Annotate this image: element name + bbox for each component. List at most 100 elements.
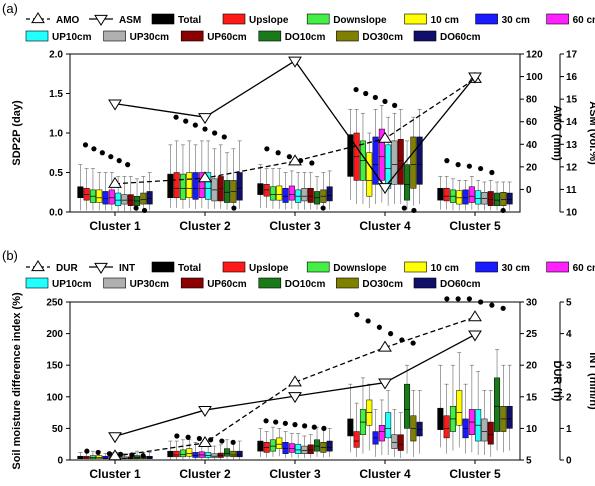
box (236, 440, 243, 460)
right-tick-label: 17 (566, 50, 578, 61)
outlier-point (489, 169, 495, 176)
x-tick-label: Cluster 3 (269, 219, 321, 233)
box-body (257, 440, 264, 452)
y-tick-label: 100 (46, 392, 63, 403)
box (224, 152, 231, 210)
box (468, 364, 475, 453)
triangle-down-marker (288, 56, 302, 68)
box (353, 402, 360, 457)
outlier-point (99, 150, 105, 156)
box-body (230, 450, 237, 458)
legend-label: DO60cm (440, 32, 481, 43)
outlier-point (489, 302, 495, 308)
triangle-down-marker (198, 405, 212, 418)
box-body (481, 192, 488, 205)
box-body (236, 450, 243, 458)
outlier-point (353, 86, 359, 93)
box-body (353, 431, 360, 448)
box (437, 176, 444, 210)
outlier-point (282, 420, 288, 426)
box-body (378, 128, 385, 181)
legend-item: UP10cm (25, 277, 92, 290)
box-body (140, 192, 147, 205)
outlier-point (372, 94, 378, 101)
box-body (288, 443, 295, 453)
box (89, 168, 96, 211)
outlier-point (286, 154, 292, 160)
box-body (404, 383, 411, 429)
right-tick-label: 1 (566, 424, 572, 435)
box (372, 109, 379, 205)
right-tick-label: 3 (566, 361, 572, 372)
triangle-up-marker (31, 12, 45, 24)
legend-item: UP30cm (103, 277, 169, 290)
outlier-point (363, 90, 369, 97)
legend-label: DO60cm (440, 279, 481, 290)
y-tick-label: 250 (46, 298, 63, 309)
legend-item: DO30cm (336, 30, 403, 43)
y-tick-label: 0.5 (49, 168, 63, 179)
outlier-point (108, 154, 114, 160)
box-body (179, 449, 186, 458)
box (366, 132, 373, 209)
box (500, 181, 507, 211)
box-body (108, 189, 115, 205)
legend-swatch (475, 261, 498, 273)
legend-label: 60 cm (573, 263, 595, 274)
legend-swatch (475, 13, 498, 25)
box-body (236, 172, 243, 201)
legend-swatch (413, 277, 437, 289)
box (167, 440, 174, 460)
box (449, 364, 456, 451)
box (173, 140, 180, 209)
box-body (347, 134, 354, 177)
outlier-point (309, 160, 315, 166)
legend-label: DO10cm (285, 279, 326, 290)
box-body (462, 189, 469, 205)
outlier-point (500, 207, 506, 214)
box-body (186, 172, 193, 199)
legend-item: DO60cm (413, 30, 481, 43)
panel-label: (b) (2, 248, 18, 263)
box-body (179, 173, 186, 200)
x-tick-label: Cluster 2 (179, 219, 231, 233)
box (288, 433, 295, 458)
y-tick-label: 0 (57, 456, 63, 467)
right-tick-label: 14 (566, 117, 578, 128)
outlier-point (116, 158, 122, 164)
outlier-point (388, 331, 394, 337)
box (77, 452, 84, 460)
box (276, 168, 283, 209)
box-body (217, 176, 224, 202)
right-tick-label: 5 (566, 298, 572, 309)
outlier-point (466, 163, 472, 169)
box-body (269, 186, 276, 201)
box (257, 164, 264, 209)
box-body (391, 434, 398, 449)
triangle-down-marker (198, 113, 212, 125)
legend-item: 60 cm (546, 13, 595, 26)
legend-item: Downslope (306, 13, 387, 26)
box-body (391, 140, 398, 185)
outlier-point (275, 150, 281, 156)
right-tick-label: 25 (526, 329, 538, 340)
outlier-point (140, 452, 146, 459)
right-tick-label: 11 (566, 185, 577, 196)
legend-item: 30 cm (475, 261, 530, 274)
box (410, 390, 417, 457)
box-body (263, 184, 270, 197)
x-tick-label: Cluster 5 (449, 219, 501, 233)
box (230, 148, 237, 210)
legend-label: UP10cm (52, 32, 92, 43)
box-body (121, 194, 128, 205)
outlier-point (221, 134, 227, 140)
right-axis-label: AMO (mm) (551, 105, 563, 161)
box (211, 445, 218, 460)
legend-swatch (103, 30, 126, 42)
legend-label: 10 cm (431, 15, 459, 26)
legend-item: Total (151, 261, 201, 274)
box (456, 352, 463, 448)
box-body (205, 452, 212, 458)
box (391, 409, 398, 457)
box (146, 172, 153, 211)
